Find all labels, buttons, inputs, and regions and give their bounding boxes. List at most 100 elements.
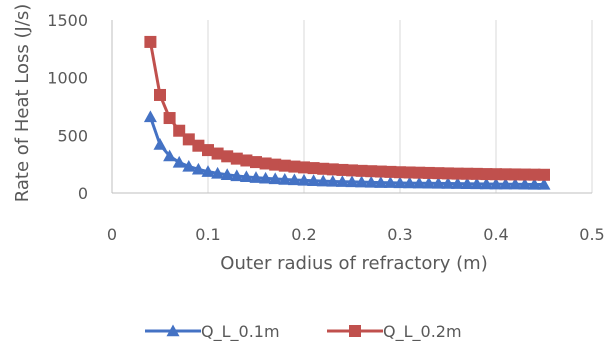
data-point [394,166,406,179]
data-point [268,172,282,185]
x-tick-label: 0.3 [387,225,412,244]
data-point [144,35,157,48]
data-point [403,176,417,189]
data-point [479,177,493,190]
data-point [163,112,176,125]
data-point [480,168,493,181]
data-point [346,164,358,177]
data-point [336,163,349,176]
data-point [509,168,522,181]
data-point [451,167,464,180]
y-tick-label: 0 [78,184,88,203]
data-point [470,167,483,180]
data-point [220,168,234,180]
data-point [538,168,550,181]
data-point [431,176,445,189]
legend-item: Q_L_0.2m [327,322,462,342]
data-point [470,177,484,190]
data-point [230,152,243,165]
data-point [345,175,359,188]
x-tick-label: 0.4 [483,225,508,244]
data-point [191,162,205,175]
data-point [202,144,214,157]
data-point [182,159,196,172]
data-point [201,165,215,177]
series-Q_L_0.2m [144,35,550,181]
data-point [278,159,291,172]
data-point [412,176,426,189]
data-point [317,162,330,175]
data-point [240,154,253,167]
data-point [249,171,263,183]
data-point [307,162,320,175]
data-point [460,177,474,189]
data-point [278,173,292,185]
tick-labels: 0 0.1 0.2 0.3 0.4 0.5 0 500 1000 1500 [47,11,604,244]
data-point [355,175,369,188]
data-point [499,168,512,181]
data-point [499,177,513,190]
x-tick-label: 0.2 [291,225,316,244]
data-point [365,165,378,178]
data-point [230,169,244,182]
data-point [163,149,177,162]
data-point [211,147,224,160]
data-point [297,173,311,186]
data-point [259,157,272,170]
data-point [528,168,541,181]
data-point [298,161,310,174]
data-point [393,176,407,189]
y-tick-label: 500 [57,126,88,145]
y-axis-title: Rate of Heat Loss (J/s) [12,4,33,202]
x-axis-title: Outer radius of refractory (m) [220,253,487,274]
series-Q_L_0.1m [143,110,551,190]
data-point [490,168,502,181]
data-point [422,176,436,189]
data-point [211,166,225,179]
data-point [441,177,455,189]
data-point [413,166,426,179]
data-point [182,133,195,146]
legend: Q_L_0.1m Q_L_0.2m [145,322,462,342]
data-point [508,177,522,190]
data-point [537,177,551,190]
y-tick-label: 1000 [47,69,88,88]
y-tick-label: 1500 [47,11,88,30]
legend-marker [166,324,180,337]
data-point [326,174,340,187]
data-point [287,173,301,186]
axes [111,20,592,194]
data-point [518,168,531,181]
data-point [173,124,186,137]
data-point [403,166,416,179]
data-point [316,174,330,187]
data-point [269,158,282,171]
data-series [143,35,551,190]
data-point [192,139,205,152]
data-point [518,177,532,190]
legend-marker [349,325,361,337]
data-point [384,165,397,178]
data-point [374,165,387,178]
data-point [143,110,157,123]
data-point [489,177,503,190]
data-point [172,155,186,168]
data-point [383,176,397,188]
data-point [288,160,301,173]
data-point [154,88,166,101]
data-point [451,177,465,189]
legend-label: Q_L_0.2m [383,322,462,342]
data-point [364,175,378,188]
data-point [307,174,321,186]
x-tick-label: 0.5 [579,225,604,244]
data-point [250,156,262,169]
x-tick-label: 0 [107,225,117,244]
data-point [239,170,253,183]
data-point [335,175,349,187]
data-point [326,163,339,176]
data-point [422,166,435,179]
data-point [153,138,167,150]
legend-item: Q_L_0.1m [145,322,280,342]
data-point [527,177,541,190]
data-point [374,176,388,188]
